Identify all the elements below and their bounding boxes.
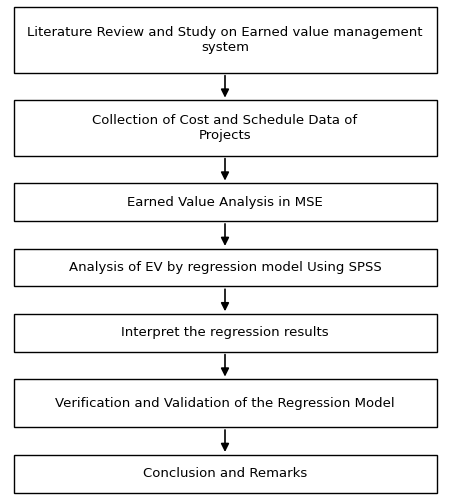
Text: Verification and Validation of the Regression Model: Verification and Validation of the Regre… [55, 397, 395, 410]
Text: Earned Value Analysis in MSE: Earned Value Analysis in MSE [127, 196, 323, 209]
Bar [14, 455, 436, 492]
Bar [14, 380, 436, 427]
Bar [14, 184, 436, 221]
Bar [14, 100, 436, 156]
Bar [14, 314, 436, 352]
Bar [14, 248, 436, 286]
Bar [14, 8, 436, 73]
Text: Literature Review and Study on Earned value management
system: Literature Review and Study on Earned va… [27, 26, 423, 54]
Text: Conclusion and Remarks: Conclusion and Remarks [143, 467, 307, 480]
Text: Analysis of EV by regression model Using SPSS: Analysis of EV by regression model Using… [68, 261, 382, 274]
Text: Collection of Cost and Schedule Data of
Projects: Collection of Cost and Schedule Data of … [92, 114, 358, 142]
Text: Interpret the regression results: Interpret the regression results [121, 326, 329, 340]
